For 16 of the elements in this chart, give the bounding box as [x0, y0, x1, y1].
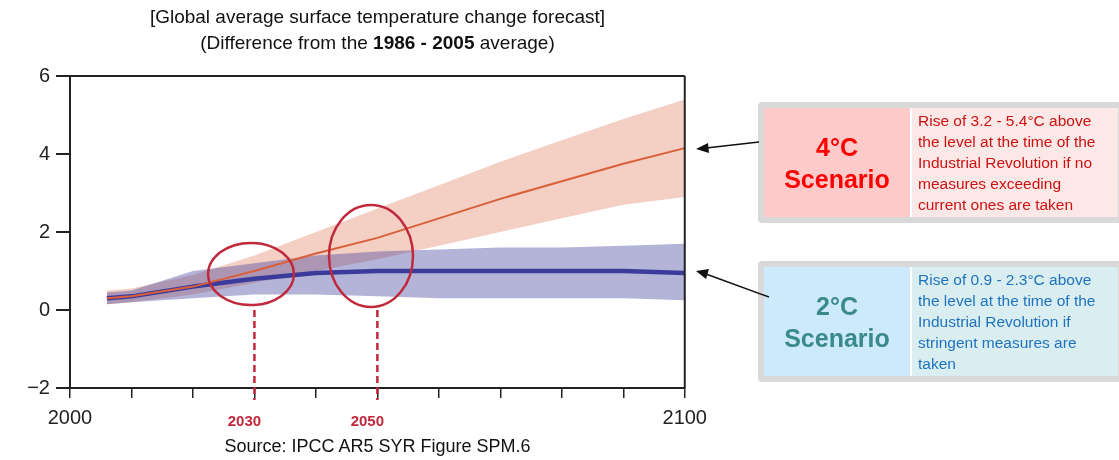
- text: 2°C Scenario: [764, 267, 910, 376]
- x-tick-label: 2100: [662, 405, 707, 428]
- y-tick-label: 2: [38, 219, 50, 242]
- y-tick-label: 6: [38, 63, 50, 86]
- x-tick-label: 2000: [47, 405, 93, 428]
- ref-line-label: 2050: [350, 412, 385, 429]
- chart-title: [Global average surface temperature change forecast]: [148, 5, 607, 29]
- y-tick-label: −2: [27, 375, 50, 398]
- text: Rise of 3.2 - 5.4°C above the level at the time of the Industrial Revolution if no measures exceeding current ones are taken: [912, 108, 1118, 217]
- y-tick-label: 0: [38, 297, 50, 320]
- ref-line-label: 2030: [227, 412, 262, 429]
- y-tick-label: 4: [38, 141, 50, 164]
- text: 4°C Scenario: [764, 108, 910, 217]
- chart-subtitle: (Difference from the 1986 - 2005 average): [200, 32, 555, 53]
- source-note: Source: IPCC AR5 SYR Figure SPM.6: [223, 436, 532, 457]
- text: Rise of 0.9 - 2.3°C above the level at the time of the Industrial Revolution if stringent measures are taken: [912, 267, 1118, 376]
